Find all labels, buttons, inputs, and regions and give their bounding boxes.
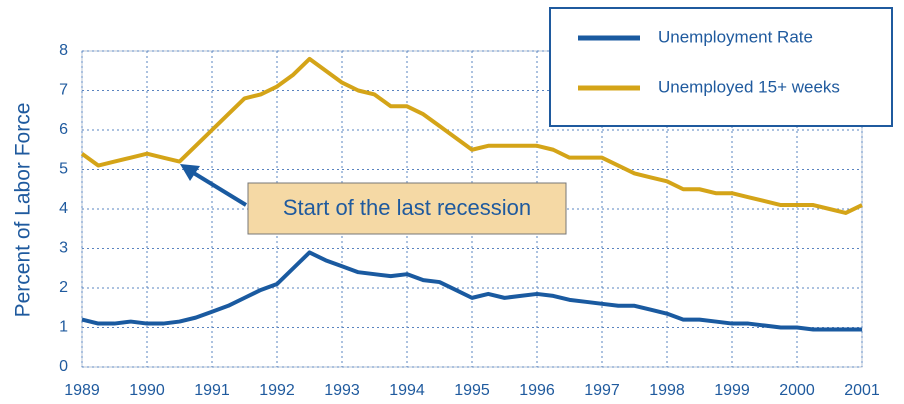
legend-label: Unemployed 15+ weeks [658,77,840,96]
x-tick-label: 1999 [714,382,750,399]
x-tick-label: 1998 [649,382,685,399]
annotation-arrow [190,170,248,207]
x-tick-label: 1989 [64,382,100,399]
y-tick-label: 5 [59,161,68,178]
y-tick-label: 1 [59,319,68,336]
annotation-arrowhead [180,164,200,181]
y-tick-label: 3 [59,240,68,257]
annotation-box [247,182,567,235]
y-tick-label: 4 [59,200,68,217]
x-tick-label: 1997 [584,382,620,399]
x-tick-label: 1992 [259,382,295,399]
y-tick-label: 8 [59,42,68,59]
x-tick-label: 1993 [324,382,360,399]
legend-label: Unemployment Rate [658,27,813,46]
x-tick-label: 1990 [129,382,165,399]
annotation-text: Start of the last recession [283,195,531,220]
y-axis-label: Percent of Labor Force [12,103,35,318]
y-tick-label: 0 [59,358,68,375]
series-line [80,56,863,215]
y-tick-label: 6 [59,121,68,138]
x-tick-label: 1994 [389,382,425,399]
x-tick-label: 2000 [779,382,815,399]
x-tick-label: 2001 [844,382,880,399]
x-tick-label: 1995 [454,382,490,399]
x-tick-label: 1996 [519,382,555,399]
series-line [81,250,862,332]
x-tick-label: 1991 [194,382,230,399]
y-tick-label: 2 [59,279,68,296]
legend-box [549,7,893,127]
y-tick-label: 7 [59,82,68,99]
